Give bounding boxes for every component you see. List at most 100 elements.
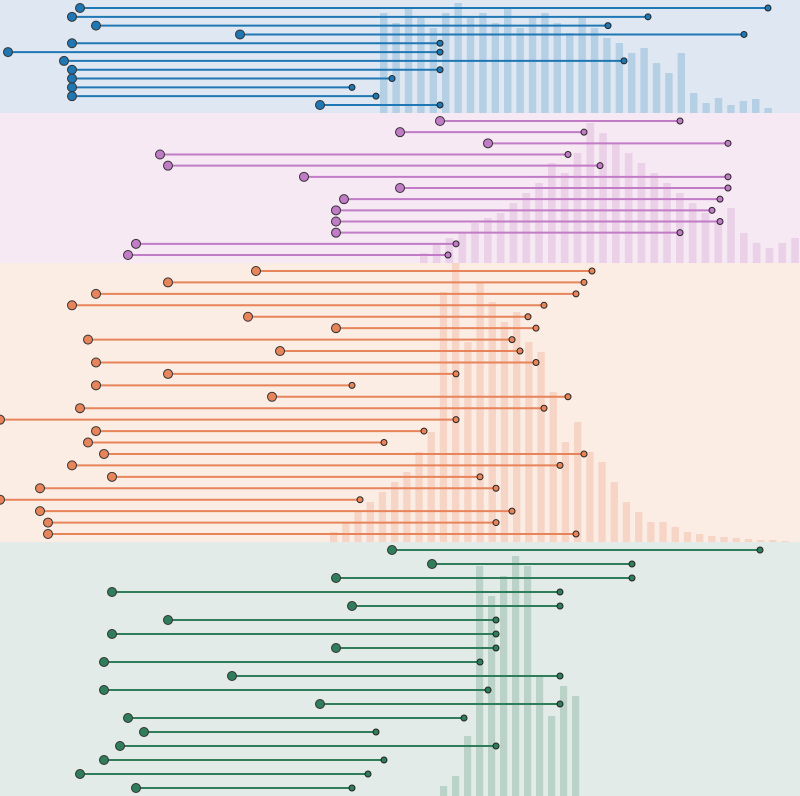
histogram-bar [500,322,509,542]
lineage-start [227,671,237,681]
panel-background [0,263,800,542]
lineage-end [628,574,636,582]
histogram-bar [464,342,472,542]
lineage-end [716,195,724,203]
histogram-bar [516,28,524,113]
histogram-bar [452,263,460,542]
lineage-end [724,184,732,192]
lineage-end [508,507,516,515]
lineage-end [492,644,500,652]
histogram-bar [560,173,569,263]
lineage-start [115,741,125,751]
histogram-bar [744,539,753,542]
lineage-end [556,461,564,469]
lineage-start [99,755,109,765]
lineage-start [107,471,117,482]
histogram-bar [537,352,545,542]
histogram-bar [765,248,774,263]
histogram-bar [615,43,624,113]
lineage-start [75,769,85,779]
lineage-start [331,323,341,334]
lineage-start [315,100,325,110]
lineage-end [452,416,460,424]
histogram-bar [452,776,460,796]
lineage-start [123,250,133,260]
histogram-bar [578,18,586,113]
lineage-start [67,300,77,311]
lineage-start [91,357,101,368]
histogram-bar [727,105,735,113]
lineage-end [508,336,516,344]
histogram-bar [432,243,441,263]
lineage-start [99,657,109,667]
histogram-bar [392,23,400,113]
lineage-start [67,460,77,471]
lineage-end [348,381,356,389]
lineage-end [580,128,588,136]
lineage-start [43,529,53,539]
lineage-start [331,573,341,583]
lineage-end [388,75,396,83]
lineage-end [372,92,380,100]
lineage-start [67,91,77,102]
lineage-start [91,288,101,299]
lineage-end [564,151,572,158]
lineage-start [235,29,245,40]
lineage-start [387,545,397,555]
histogram-bar [637,163,646,263]
histogram-bar [488,302,496,542]
histogram-bar [442,13,450,113]
histogram-bar [479,13,487,113]
histogram-bar [635,512,643,542]
lineage-end [676,117,684,125]
histogram-bar [622,502,631,542]
histogram-bar [574,422,582,542]
histogram-bar [781,541,789,542]
histogram-bar [702,103,710,113]
lineage-start [67,38,77,49]
histogram-bar [791,238,799,263]
lineage-end [436,39,444,47]
histogram-bar [586,123,595,263]
lineage-start [163,615,173,625]
panel-background [0,542,800,796]
lineage-end [492,630,500,638]
histogram-bar [714,223,723,263]
histogram-bar [647,522,655,542]
histogram-bar [688,203,697,263]
lineage-end [460,714,468,722]
lineage-end [532,324,540,332]
histogram-bar [560,686,568,796]
histogram-bar [727,208,735,263]
lineage-end [580,450,588,458]
lineage-start [0,414,5,425]
histogram-bar [739,101,748,113]
histogram-bar [491,23,500,113]
lineage-end [556,588,564,596]
histogram-bar [566,33,574,113]
lineage-end [604,22,612,30]
lineage-end [476,473,484,481]
lineage-start [435,116,445,126]
lineage-end [380,439,388,447]
histogram-bar [525,342,533,542]
histogram-bar [628,53,636,113]
lineage-start [67,11,77,22]
histogram-bar [561,442,570,542]
histogram-bar [659,522,667,542]
histogram-bar [696,534,704,542]
lineage-start [0,494,5,505]
lineage-start [99,685,109,695]
lineage-end [380,756,388,764]
histogram-bar [690,93,698,113]
lineage-start [83,334,93,345]
histogram-bar [612,143,620,263]
lineage-end [644,13,652,21]
histogram-bar [714,98,723,113]
histogram-bar [380,13,388,113]
lineage-start [91,20,101,31]
lineage-end [372,728,380,736]
lineage-start [163,368,173,379]
histogram-bar [415,452,423,542]
histogram-bar [458,233,467,263]
